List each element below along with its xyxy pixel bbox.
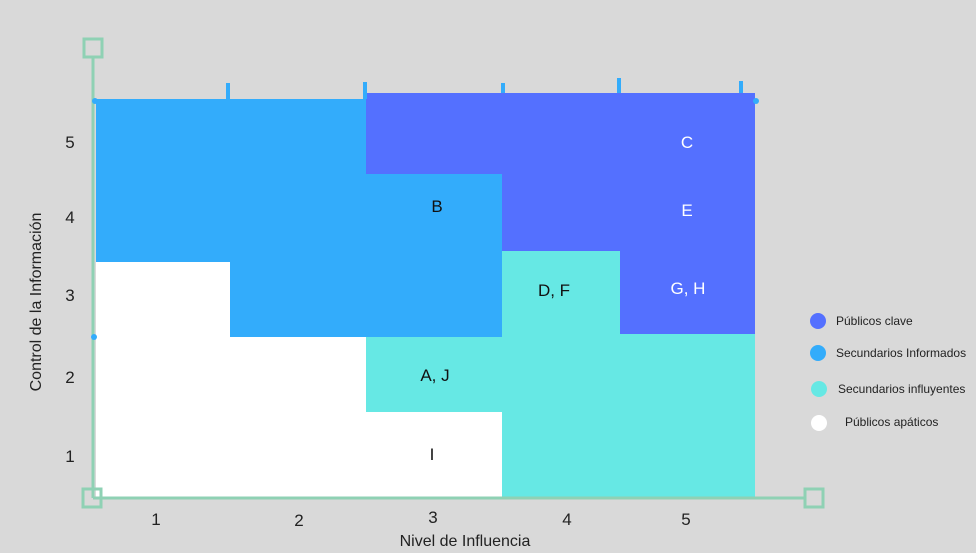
x-tick-label-3: 3: [428, 508, 437, 527]
y-tick-labels: 1 2 3 4 5: [65, 133, 74, 466]
legend-label-secundarios-influyentes: Secundarios influyentes: [838, 382, 965, 396]
legend-label-publicos-clave: Públicos clave: [836, 314, 913, 328]
legend-swatch-publicos-clave: [810, 313, 826, 329]
legend-swatch-secundarios-influyentes: [811, 381, 827, 397]
x-tick-label-1: 1: [151, 510, 160, 529]
legend-label-publicos-apaticos: Públicos apáticos: [845, 415, 938, 429]
bottom-right-handle: [803, 487, 825, 509]
region-secundarios-informados: [96, 99, 502, 337]
x-tick-label-5: 5: [681, 510, 690, 529]
region-secundarios-influyentes: [366, 251, 755, 498]
top-tick-marks: [226, 78, 743, 99]
y-tick-label-5: 5: [65, 133, 74, 152]
top-tick-5: [739, 81, 743, 93]
top-left-handle: [82, 37, 104, 59]
frame-dot-right: [753, 98, 759, 104]
frame-dot-top: [92, 98, 98, 104]
y-tick-label-1: 1: [65, 447, 74, 466]
x-axis-title: Nivel de Influencia: [400, 533, 531, 550]
cell-labels: C E G, H B D, F A, J I: [420, 133, 705, 464]
top-tick-3: [501, 83, 505, 93]
frame-dot-mid: [91, 334, 97, 340]
cell-label-e: E: [681, 201, 692, 220]
top-tick-4: [617, 78, 621, 93]
legend: Públicos clave Secundarios Informados Se…: [810, 313, 966, 431]
y-axis-title: Control de la Información: [28, 213, 45, 392]
x-tick-labels: 1 2 3 4 5: [151, 508, 690, 530]
x-tick-label-4: 4: [562, 510, 571, 529]
top-tick-2: [363, 82, 367, 99]
cell-label-i: I: [430, 445, 435, 464]
cell-label-c: C: [681, 133, 693, 152]
region-fills: [96, 93, 755, 498]
bottom-left-handle: [81, 487, 103, 509]
region-publicos-clave: [366, 93, 755, 334]
cell-label-a-j: A, J: [420, 366, 449, 385]
y-tick-label-3: 3: [65, 286, 74, 305]
legend-swatch-secundarios-informados: [810, 345, 826, 361]
region-publicos-apaticos: [96, 262, 502, 498]
cell-label-b: B: [431, 197, 442, 216]
cell-label-g-h: G, H: [671, 279, 706, 298]
legend-label-secundarios-informados: Secundarios Informados: [836, 346, 966, 360]
axis-frame: [81, 37, 825, 509]
legend-swatch-publicos-apaticos: [811, 415, 827, 431]
cell-label-d-f: D, F: [538, 281, 570, 300]
y-tick-label-2: 2: [65, 368, 74, 387]
top-tick-1: [226, 83, 230, 99]
x-tick-label-2: 2: [294, 511, 303, 530]
y-tick-label-4: 4: [65, 208, 74, 227]
